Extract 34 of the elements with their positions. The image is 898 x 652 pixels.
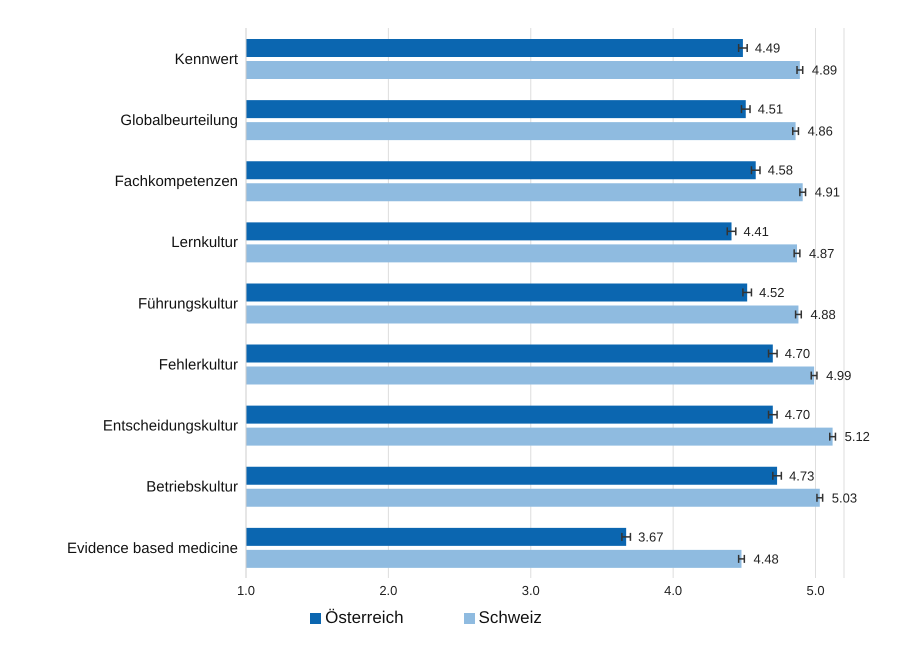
y-tick-label: Fehlerkultur [158,356,238,374]
x-tick-label: 5.0 [806,583,825,598]
legend-label: Schweiz [478,608,542,628]
y-tick-label: Lernkultur [171,234,238,252]
y-tick-label: Führungskultur [138,295,238,312]
data-label: 4.88 [810,306,836,322]
data-label: 4.58 [768,162,794,178]
data-label: 4.86 [808,124,833,139]
x-tick-label: 3.0 [522,583,540,598]
data-label: 4.73 [789,468,814,484]
y-tick-label: Kennwert [174,50,239,68]
data-label: 4.52 [759,284,784,300]
legend-label: Österreich [325,608,404,628]
y-tick-label: Entscheidungskultur [102,418,238,435]
data-label: 4.91 [814,184,840,200]
data-label: 4.87 [809,246,834,261]
y-tick-label: Globalbeurteilung [120,112,238,129]
data-label: 4.51 [758,102,784,117]
y-tick-label: Betriebskultur [146,478,238,496]
data-label: 4.70 [784,407,810,422]
data-label: 4.41 [744,224,769,239]
y-tick-label: Evidence based medicine [67,540,238,557]
data-label: 4.89 [812,62,838,78]
x-tick-label: 2.0 [379,583,398,598]
y-tick-label: Fachkompetenzen [114,173,238,190]
x-tick-label: 1.0 [236,583,256,598]
x-tick-label: 4.0 [664,583,682,598]
data-label: 4.48 [753,551,779,566]
data-label: 4.70 [784,346,810,362]
data-label: 5.12 [844,429,870,444]
data-label: 4.99 [826,368,852,384]
data-label: 4.49 [754,40,780,56]
data-label: 5.03 [832,490,858,506]
data-label: 3.67 [638,529,664,544]
